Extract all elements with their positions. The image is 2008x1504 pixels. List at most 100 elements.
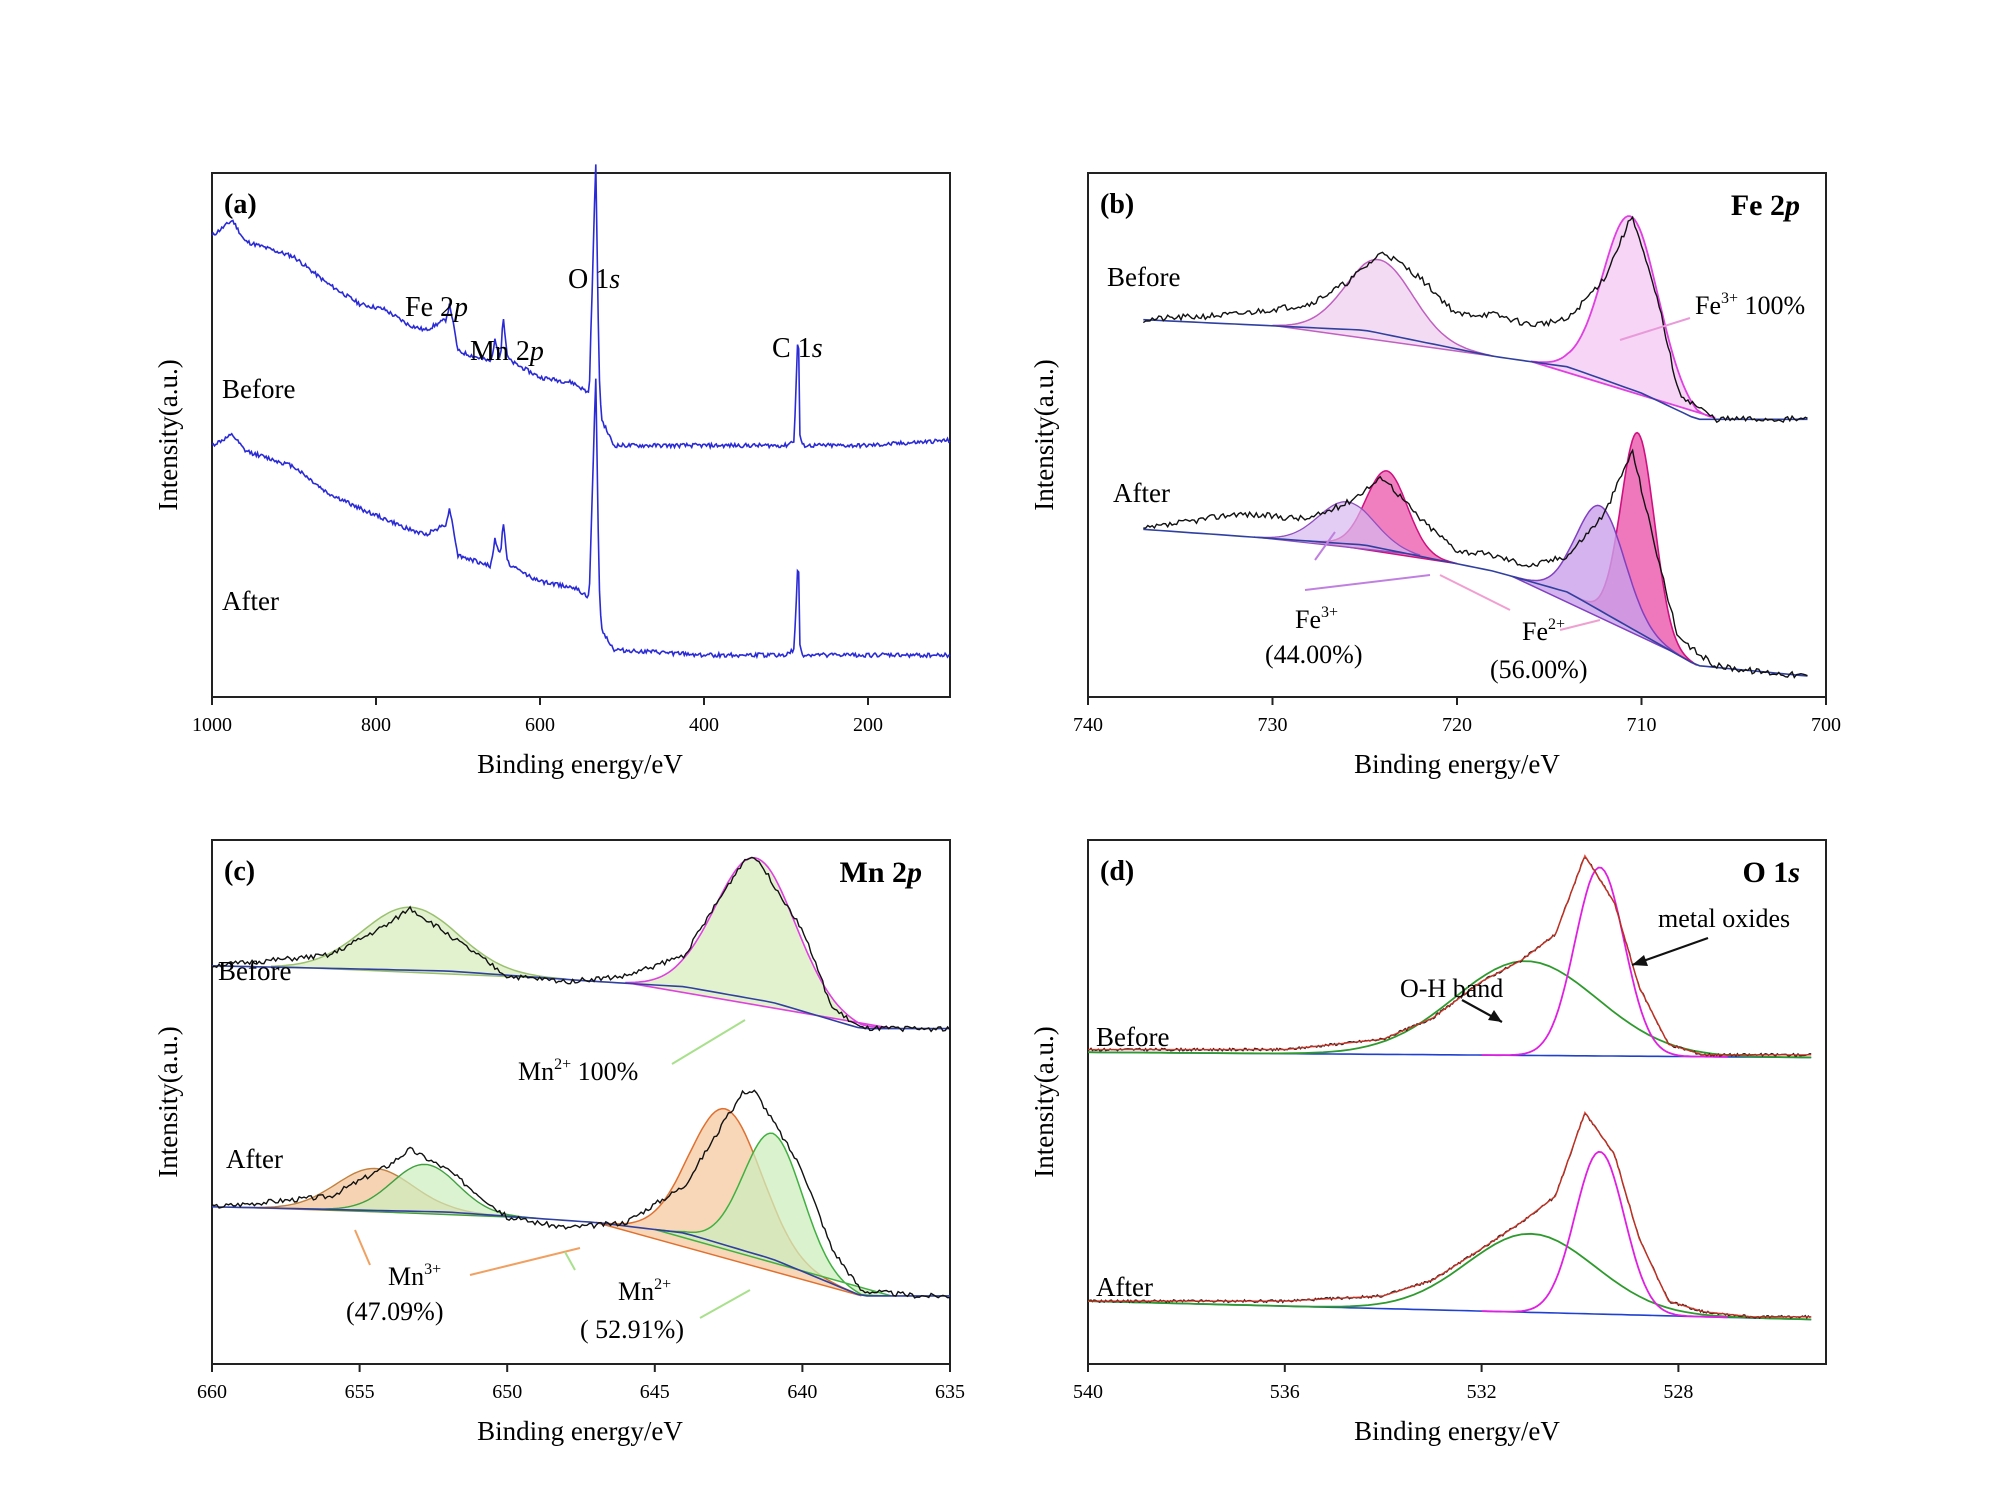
x-tick-label: 532 <box>1467 1381 1497 1403</box>
label-o-1s: O 1s <box>568 264 620 295</box>
panel-a-id: (a) <box>224 189 257 220</box>
fe3-before-annotation: Fe3+ 100% <box>1695 290 1805 320</box>
annotation-arrow <box>564 1251 576 1271</box>
fe3-before-peak <box>1530 215 1716 419</box>
panel-c-id: (c) <box>224 856 255 887</box>
annotation-arrow <box>1314 531 1336 561</box>
x-tick-label: 1000 <box>192 714 232 736</box>
panel-c-element: Mn 2p <box>840 856 923 889</box>
panel-d-frame <box>1087 839 1827 1365</box>
annotation-arrow <box>1304 574 1431 591</box>
panel-c-before-label: Before <box>218 956 291 986</box>
panel-a-before-label: Before <box>222 374 295 404</box>
panel-d-id: (d) <box>1100 856 1134 887</box>
o-before-spectrum <box>1088 857 1812 1058</box>
metal-oxides-arrowhead <box>1632 955 1648 966</box>
annotation-arrow <box>469 1247 581 1276</box>
panel-d: 540 536 532 528 (d) O 1s Binding energy/eV … <box>1029 839 1827 1446</box>
mn3-after-annotation: Mn3+ <box>388 1261 441 1291</box>
x-tick-label: 800 <box>361 714 391 736</box>
fe-after-baseline <box>1143 528 1808 677</box>
label-mn-2p: Mn 2p <box>470 336 544 367</box>
mn3-after-percent: (47.09%) <box>346 1297 443 1326</box>
metal-oxides-annotation: metal oxides <box>1658 904 1790 933</box>
x-tick-label: 655 <box>345 1381 375 1403</box>
mn2-before-peak <box>625 857 892 1029</box>
panel-d-x-axis: 540 536 532 528 <box>1073 1364 1693 1403</box>
panel-c-plot-area <box>211 856 951 1319</box>
x-tick-label: 600 <box>525 714 555 736</box>
mn2-before-annotation: Mn2+ 100% <box>518 1056 638 1086</box>
x-tick-label: 660 <box>197 1381 227 1403</box>
fe3-after-percent: (44.00%) <box>1265 640 1362 669</box>
oh-before-component <box>1087 960 1812 1059</box>
panel-c-x-axis: 660 655 650 645 640 635 <box>197 1364 965 1403</box>
panel-b-y-label: Intensity(a.u.) <box>1029 359 1059 510</box>
x-tick-label: 635 <box>935 1381 965 1403</box>
panel-a-y-label: Intensity(a.u.) <box>153 359 183 510</box>
fe3-after-peak <box>1511 504 1679 656</box>
o-after-envelope <box>1088 1110 1812 1318</box>
x-tick-label: 536 <box>1270 1381 1300 1403</box>
o-before-envelope <box>1088 854 1812 1056</box>
annotation-arrow <box>671 1019 746 1065</box>
x-tick-label: 730 <box>1258 714 1288 736</box>
mn-after-spectrum <box>211 1089 951 1299</box>
panel-d-before-label: Before <box>1096 1022 1169 1052</box>
fe-before-baseline <box>1143 318 1808 421</box>
x-tick-label: 528 <box>1663 1381 1693 1403</box>
mn-after-baseline <box>211 1206 950 1297</box>
panel-b-x-label: Binding energy/eV <box>1354 749 1560 779</box>
fe2-after-percent: (56.00%) <box>1490 655 1587 684</box>
panel-b: 740 730 720 710 700 (b) Fe 2p Binding energy… <box>1029 172 1841 779</box>
fe3-before-satellite <box>1272 258 1495 357</box>
x-tick-label: 740 <box>1073 714 1103 736</box>
panel-d-element: O 1s <box>1742 856 1800 889</box>
panel-c-y-label: Intensity(a.u.) <box>153 1026 183 1177</box>
panel-b-before-label: Before <box>1107 262 1180 292</box>
x-tick-label: 645 <box>640 1381 670 1403</box>
label-fe-2p: Fe 2p <box>405 292 468 323</box>
panel-d-plot-area <box>1087 854 1812 1321</box>
annotation-arrow <box>1619 317 1691 341</box>
mn2-after-peak <box>654 1132 892 1297</box>
panel-b-x-axis: 740 730 720 710 700 <box>1073 697 1841 736</box>
metal-oxide-after-component <box>1481 1150 1728 1319</box>
panel-d-after-label: After <box>1096 1272 1153 1302</box>
x-tick-label: 540 <box>1073 1381 1103 1403</box>
panel-c-frame <box>211 839 951 1365</box>
panel-b-element: Fe 2p <box>1731 189 1800 222</box>
panel-a-x-label: Binding energy/eV <box>477 749 683 779</box>
panel-b-frame <box>1087 172 1827 698</box>
x-tick-label: 650 <box>492 1381 522 1403</box>
panel-a-x-axis: 1000 800 600 400 200 <box>192 697 883 736</box>
survey-line-before <box>211 164 951 451</box>
fe-after-spectrum <box>1143 448 1808 679</box>
panel-a: 1000 800 600 400 200 (a) Binding energy/eV I… <box>153 164 951 779</box>
mn-before-spectrum <box>211 856 951 1033</box>
panel-c-after-label: After <box>226 1144 283 1174</box>
annotation-arrow <box>354 1229 371 1266</box>
panel-c: 660 655 650 645 640 635 (c) Mn 2p Binding ene… <box>153 839 965 1446</box>
panel-d-y-label: Intensity(a.u.) <box>1029 1026 1059 1177</box>
mn2-after-percent: ( 52.91%) <box>580 1315 684 1344</box>
panel-b-after-label: After <box>1113 478 1170 508</box>
oh-after-component <box>1087 1232 1812 1321</box>
x-tick-label: 720 <box>1442 714 1472 736</box>
annotation-arrow <box>1439 574 1511 611</box>
label-c-1s: C 1s <box>772 333 823 364</box>
fe2-after-annotation: Fe2+ <box>1522 616 1565 646</box>
o-after-spectrum <box>1087 1112 1812 1320</box>
x-tick-label: 200 <box>853 714 883 736</box>
annotation-arrow <box>699 1289 751 1319</box>
mn2-before-satellite <box>270 906 567 980</box>
fe-before-spectrum <box>1142 215 1808 424</box>
fe3-after-annotation: Fe3+ <box>1295 604 1338 634</box>
metal-oxide-before-component <box>1481 866 1728 1058</box>
panel-b-plot-area <box>1142 215 1808 679</box>
oh-band-annotation: O-H band <box>1400 974 1503 1003</box>
panel-a-after-label: After <box>222 586 279 616</box>
panel-d-x-label: Binding energy/eV <box>1354 1416 1560 1446</box>
fe3-after-satellite <box>1253 501 1421 556</box>
